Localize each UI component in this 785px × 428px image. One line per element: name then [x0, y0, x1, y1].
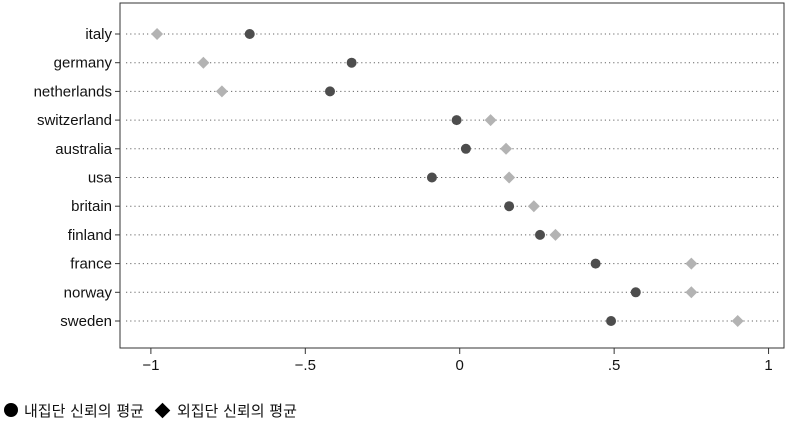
x-tick-label: 0 [456, 357, 464, 374]
out-group-point [151, 28, 164, 40]
legend-diamond-marker-icon [154, 402, 171, 418]
legend-circle-marker-icon [4, 403, 18, 417]
legend-item-out-group: 외집단 신뢰의 평균 [154, 400, 297, 421]
y-tick-label: australia [55, 141, 112, 158]
legend-label-out-group: 외집단 신뢰의 평균 [176, 401, 297, 420]
in-group-point [504, 201, 515, 212]
x-tick-label: −1 [142, 357, 159, 374]
in-group-point [451, 115, 462, 126]
out-group-point [484, 114, 497, 127]
out-group-point [197, 56, 210, 69]
out-group-point [500, 142, 513, 155]
in-group-point [244, 29, 255, 39]
in-group-point [630, 287, 641, 298]
legend-label-in-group: 내집단 신뢰의 평균 [24, 401, 144, 420]
in-group-point [590, 258, 601, 269]
y-tick-label: netherlands [34, 83, 112, 100]
out-group-point [731, 315, 744, 327]
x-tick-label: −.5 [295, 357, 316, 374]
in-group-point [535, 229, 546, 240]
in-group-point [606, 316, 617, 326]
in-group-point [346, 57, 357, 68]
y-tick-label: britain [71, 198, 112, 215]
y-tick-label: switzerland [37, 112, 112, 129]
y-tick-label: finland [68, 227, 112, 244]
y-tick-label: italy [85, 26, 112, 43]
legend: 내집단 신뢰의 평균 외집단 신뢰의 평균 [4, 398, 297, 422]
y-tick-label: sweden [60, 313, 112, 330]
out-group-point [503, 171, 516, 184]
legend-item-in-group: 내집단 신뢰의 평균 [4, 400, 144, 421]
in-group-point [426, 172, 437, 183]
in-group-point [325, 86, 336, 97]
out-group-point [685, 257, 698, 270]
plot-frame [119, 2, 785, 349]
y-tick-label: france [70, 256, 112, 273]
out-group-point [685, 286, 698, 299]
y-tick-label: norway [64, 284, 113, 301]
y-tick-label: usa [88, 170, 113, 187]
out-group-point [549, 228, 562, 241]
out-group-point [527, 200, 540, 213]
x-tick-label: 1 [764, 357, 772, 374]
y-tick-label: germany [54, 55, 113, 72]
out-group-point [215, 85, 228, 98]
x-tick-label: .5 [608, 357, 621, 374]
in-group-point [460, 143, 471, 154]
dot-plot-chart: italy germany netherlands switzerland austra… [34, 2, 785, 374]
